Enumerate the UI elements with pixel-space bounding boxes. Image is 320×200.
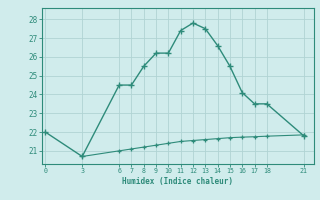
X-axis label: Humidex (Indice chaleur): Humidex (Indice chaleur) [122, 177, 233, 186]
